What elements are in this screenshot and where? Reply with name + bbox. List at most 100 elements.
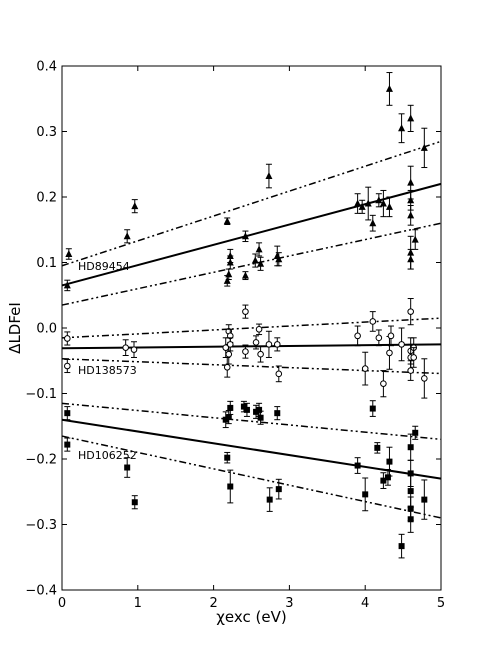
- data-point-triangle: [251, 256, 259, 264]
- series-labels: HD89454 HD138573 HD106252: [78, 260, 137, 462]
- data-point-triangle: [369, 219, 377, 227]
- data-point-square: [240, 403, 247, 410]
- x-tick-label: 0: [58, 596, 66, 611]
- data-point-triangle: [358, 202, 366, 210]
- data-point-square: [380, 477, 387, 484]
- series-label: HD106252: [78, 449, 137, 462]
- data-point-triangle: [223, 276, 231, 284]
- data-point-triangle: [65, 249, 73, 257]
- y-tick-label: −0.4: [25, 584, 57, 599]
- confidence-line: [61, 222, 442, 306]
- data-point-square: [362, 491, 369, 498]
- data-point-square: [369, 405, 376, 412]
- data-point-circle: [375, 334, 383, 342]
- data-point-triangle: [265, 172, 273, 180]
- data-point-square: [222, 416, 229, 423]
- data-point-circle: [257, 350, 264, 358]
- data-point-square: [124, 464, 131, 471]
- y-tick-label: 0.1: [36, 256, 57, 271]
- data-point-triangle: [131, 202, 139, 210]
- data-point-triangle: [398, 124, 406, 132]
- data-point-circle: [64, 335, 71, 342]
- confidence-line: [61, 435, 442, 519]
- data-point-triangle: [407, 196, 415, 204]
- data-point-triangle: [411, 235, 419, 243]
- data-point-triangle: [241, 232, 249, 240]
- data-point-circle: [275, 370, 283, 378]
- data-point-circle: [223, 364, 231, 371]
- data-point-square: [407, 488, 414, 495]
- fit-lines: [61, 140, 442, 519]
- data-point-triangle: [225, 270, 233, 278]
- data-point-circle: [369, 318, 377, 325]
- data-point-square: [398, 543, 405, 550]
- x-tick-label: 2: [209, 596, 217, 611]
- data-point-triangle: [407, 114, 415, 122]
- plot-frame: [61, 65, 442, 591]
- data-point-circle: [273, 341, 281, 348]
- y-tick-label: −0.2: [25, 453, 57, 468]
- data-point-triangle: [385, 84, 393, 92]
- axis-ticks: 0 1 2 3 4 5 −0.4 −0.3 −0.2 −0.1 0.0 0.1 0.2 0.3 0.4: [25, 60, 445, 612]
- data-point-circle: [122, 344, 129, 351]
- data-point-triangle: [63, 281, 71, 289]
- data-point-triangle: [255, 245, 263, 253]
- data-point-square: [407, 470, 414, 477]
- data-point-triangle: [420, 143, 428, 151]
- x-tick-label: 4: [361, 596, 369, 611]
- data-point-triangle: [407, 178, 415, 186]
- data-point-square: [227, 404, 234, 411]
- data-point-circle: [242, 308, 249, 315]
- data-point-square: [266, 496, 273, 503]
- data-point-triangle: [385, 202, 393, 210]
- data-point-square: [131, 499, 138, 506]
- data-point-square: [386, 458, 393, 465]
- data-point-triangle: [364, 199, 372, 207]
- data-point-triangle: [123, 232, 131, 240]
- data-point-square: [374, 444, 381, 451]
- data-point-circle: [252, 339, 260, 346]
- data-point-circle: [421, 375, 428, 382]
- data-point-triangle: [257, 259, 265, 267]
- confidence-line: [61, 317, 442, 339]
- data-point-circle: [361, 365, 369, 372]
- data-point-triangle: [241, 271, 249, 279]
- data-point-circle: [410, 354, 418, 361]
- data-point-circle: [255, 326, 263, 333]
- data-point-square: [407, 444, 414, 451]
- y-tick-label: 0.0: [36, 322, 57, 337]
- data-point-triangle: [407, 211, 415, 219]
- confidence-line: [61, 358, 442, 375]
- data-point-triangle: [275, 255, 283, 263]
- data-point-square: [64, 410, 71, 417]
- data-point-square: [256, 406, 263, 413]
- y-tick-label: −0.1: [25, 387, 57, 402]
- data-point-square: [243, 406, 250, 413]
- data-point-square: [227, 483, 234, 490]
- data-point-square: [224, 454, 231, 461]
- data-point-square: [412, 429, 419, 436]
- y-axis-label: ΔLDFeI: [6, 302, 24, 354]
- data-points: [63, 72, 428, 559]
- data-point-triangle: [407, 255, 415, 263]
- data-point-circle: [387, 332, 395, 340]
- data-point-square: [421, 496, 428, 503]
- data-point-triangle: [379, 199, 387, 207]
- data-point-circle: [354, 332, 361, 340]
- data-point-square: [253, 408, 260, 415]
- fit-line: [61, 343, 442, 350]
- confidence-line: [61, 140, 442, 267]
- x-axis-label: χexc (eV): [216, 608, 286, 626]
- data-point-triangle: [226, 251, 234, 259]
- data-point-triangle: [223, 217, 231, 225]
- series-label: HD138573: [78, 364, 137, 377]
- y-tick-label: 0.3: [36, 125, 57, 140]
- data-point-square: [257, 414, 264, 421]
- data-point-square: [64, 441, 71, 448]
- data-point-circle: [386, 349, 393, 357]
- y-tick-label: −0.3: [25, 518, 57, 533]
- data-point-square: [384, 474, 391, 481]
- y-tick-label: 0.2: [36, 191, 57, 206]
- data-point-circle: [242, 348, 249, 355]
